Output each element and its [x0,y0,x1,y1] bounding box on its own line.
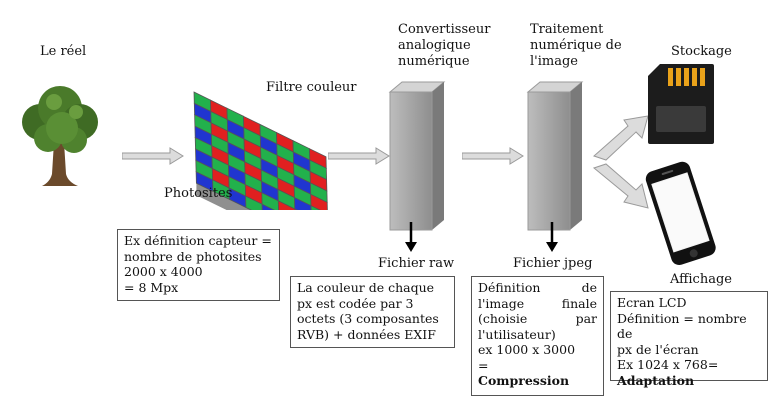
down-arrow-raw [405,222,417,252]
label-traitement-3: l'image [530,54,578,69]
label-fichier-jpeg: Fichier jpeg [513,256,593,271]
sd-card-icon [648,64,714,144]
box-lcd: Ecran LCD Définition = nombre de px de l… [610,291,768,388]
label-affichage: Affichage [670,272,732,287]
processing-block [526,81,584,231]
label-convertisseur-2: analogique [398,38,471,53]
label-photosites: Photosites [164,186,233,201]
box-capteur: Ex définition capteur = nombre de photos… [117,229,280,301]
arrow-3 [462,147,524,165]
label-traitement-2: numérique de [530,38,622,53]
label-le-reel: Le réel [40,44,87,59]
label-fichier-raw: Fichier raw [378,256,455,271]
arrow-1 [122,147,184,165]
label-filtre-couleur: Filtre couleur [266,80,357,95]
filter-cell [245,195,263,210]
label-traitement-1: Traitement [530,22,604,37]
split-arrow [592,115,649,209]
smartphone-icon [645,161,716,265]
tree-illustration [22,86,98,186]
color-filter-grid [193,91,328,210]
label-convertisseur-1: Convertisseur [398,22,491,37]
filter-cell [277,200,296,210]
down-arrow-jpeg [546,222,558,252]
converter-block [388,81,446,231]
filter-cell [261,203,275,210]
label-stockage: Stockage [671,44,732,59]
box-raw: La couleur de chaque px est codée par 3 … [290,276,455,348]
filter-cell [294,196,312,210]
label-convertisseur-3: numérique [398,54,470,69]
filter-cell [310,193,328,210]
box-jpeg: Définition de l'image finale (choisie pa… [471,276,604,396]
filter-cell [310,205,321,210]
arrow-2 [328,147,390,165]
filter-cell [294,208,298,210]
